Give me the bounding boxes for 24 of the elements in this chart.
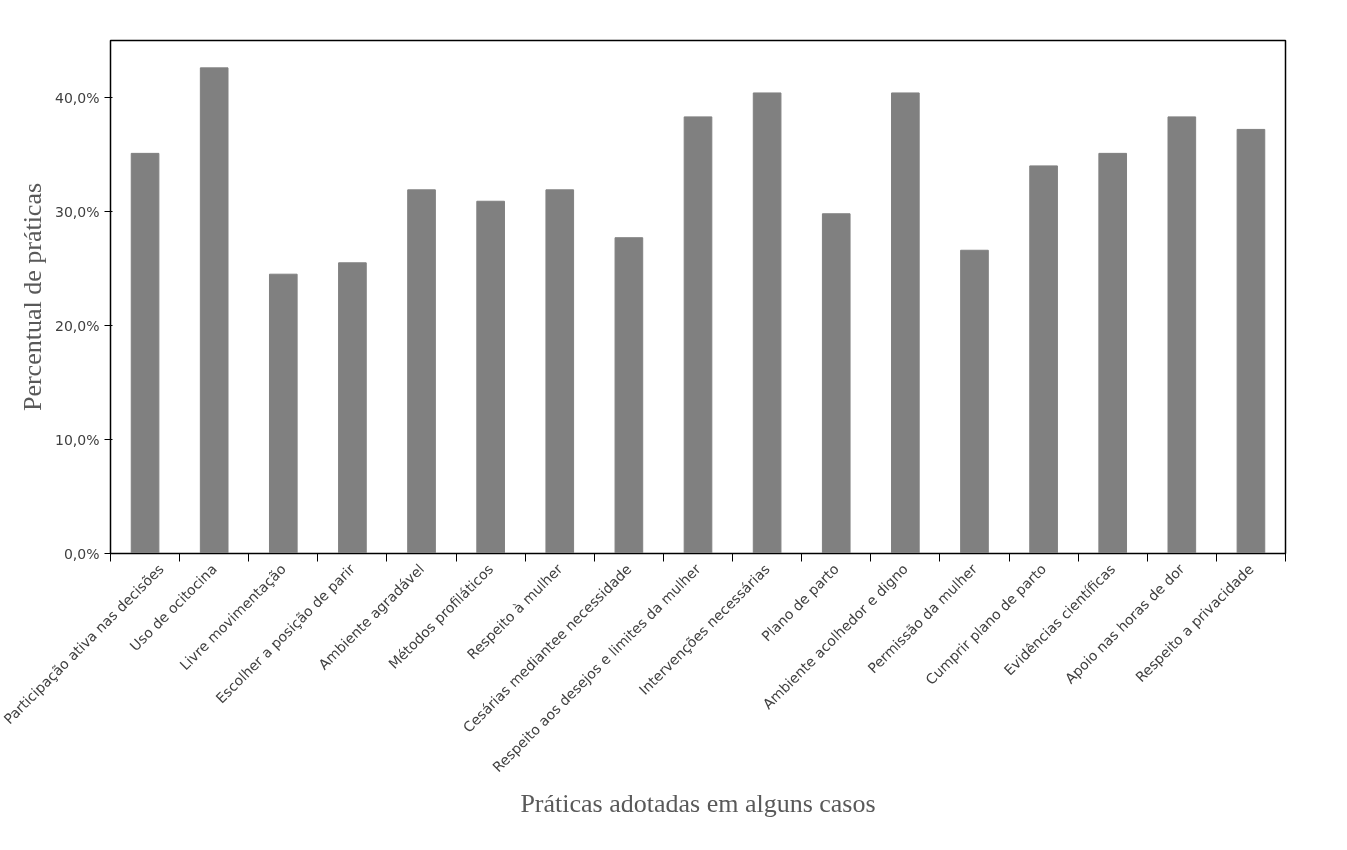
y-tick-label: 40,0% bbox=[55, 89, 100, 106]
y-tick-label: 20,0% bbox=[55, 317, 100, 334]
bar bbox=[476, 200, 505, 554]
bar bbox=[1029, 165, 1058, 554]
bar bbox=[1236, 128, 1266, 554]
y-axis-title: Percentual de práticas bbox=[18, 182, 48, 412]
bar bbox=[683, 116, 713, 554]
bar bbox=[960, 249, 989, 554]
bar bbox=[752, 92, 782, 554]
bar bbox=[545, 189, 575, 554]
bar bbox=[1167, 116, 1197, 554]
bar bbox=[407, 189, 436, 554]
bar bbox=[338, 262, 367, 554]
bar bbox=[891, 92, 920, 554]
bar bbox=[614, 237, 644, 554]
bar bbox=[1098, 152, 1128, 554]
bar bbox=[199, 67, 229, 554]
y-tick-label: 0,0% bbox=[63, 545, 100, 562]
bar bbox=[821, 213, 851, 554]
y-tick-label: 30,0% bbox=[55, 203, 100, 220]
bar bbox=[130, 152, 160, 554]
y-tick-label: 10,0% bbox=[55, 431, 100, 448]
bar bbox=[268, 273, 298, 554]
x-axis-title: Práticas adotadas em alguns casos bbox=[520, 788, 876, 818]
